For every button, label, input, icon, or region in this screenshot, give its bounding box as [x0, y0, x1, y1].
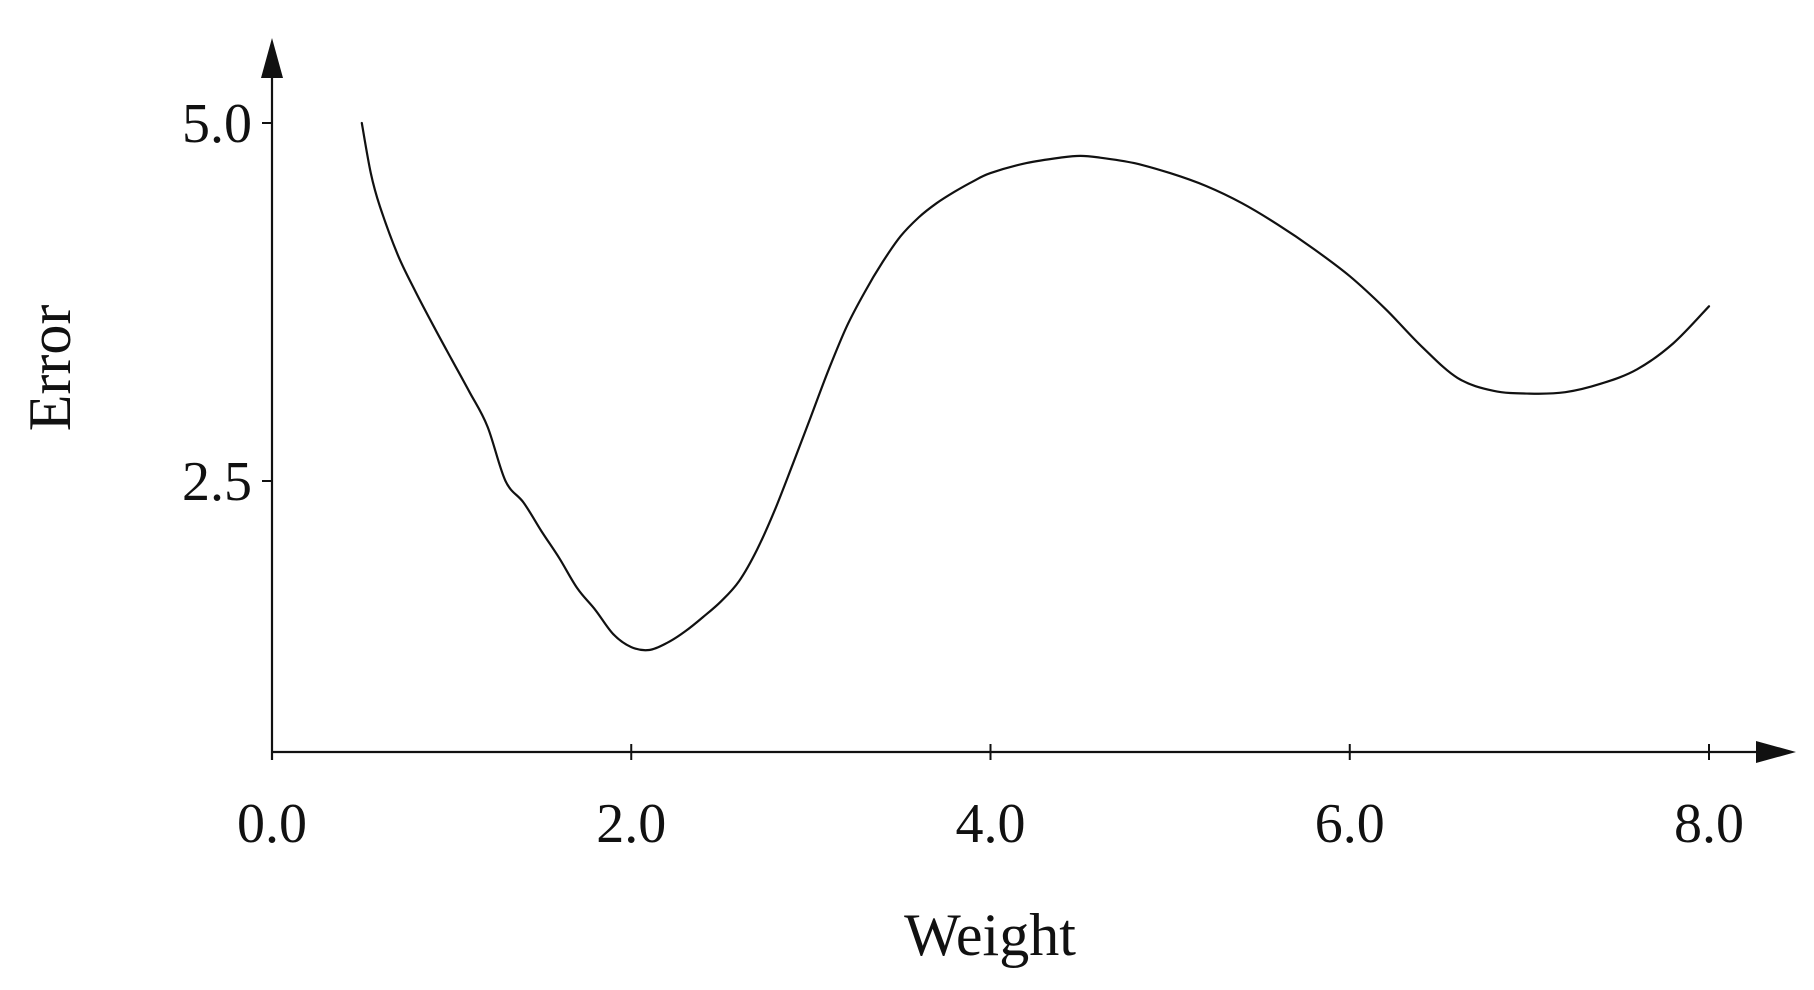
y-axis-title: Error [17, 305, 83, 432]
x-tick-label: 8.0 [1674, 793, 1744, 855]
axes [261, 38, 1796, 763]
x-tick-label: 4.0 [956, 793, 1026, 855]
x-tick-label: 6.0 [1315, 793, 1385, 855]
y-tick-label: 2.5 [182, 451, 252, 513]
y-axis-arrow [261, 38, 283, 78]
error-curve [360, 121, 1711, 652]
x-axis-title: Weight [904, 902, 1076, 968]
x-axis-arrow [1756, 741, 1796, 763]
ticks: 0.0 2.0 4.0 6.0 8.0 2.5 5.0 [182, 93, 1744, 855]
x-tick-label: 0.0 [237, 793, 307, 855]
x-tick-label: 2.0 [596, 793, 666, 855]
y-tick-label: 5.0 [182, 93, 252, 155]
